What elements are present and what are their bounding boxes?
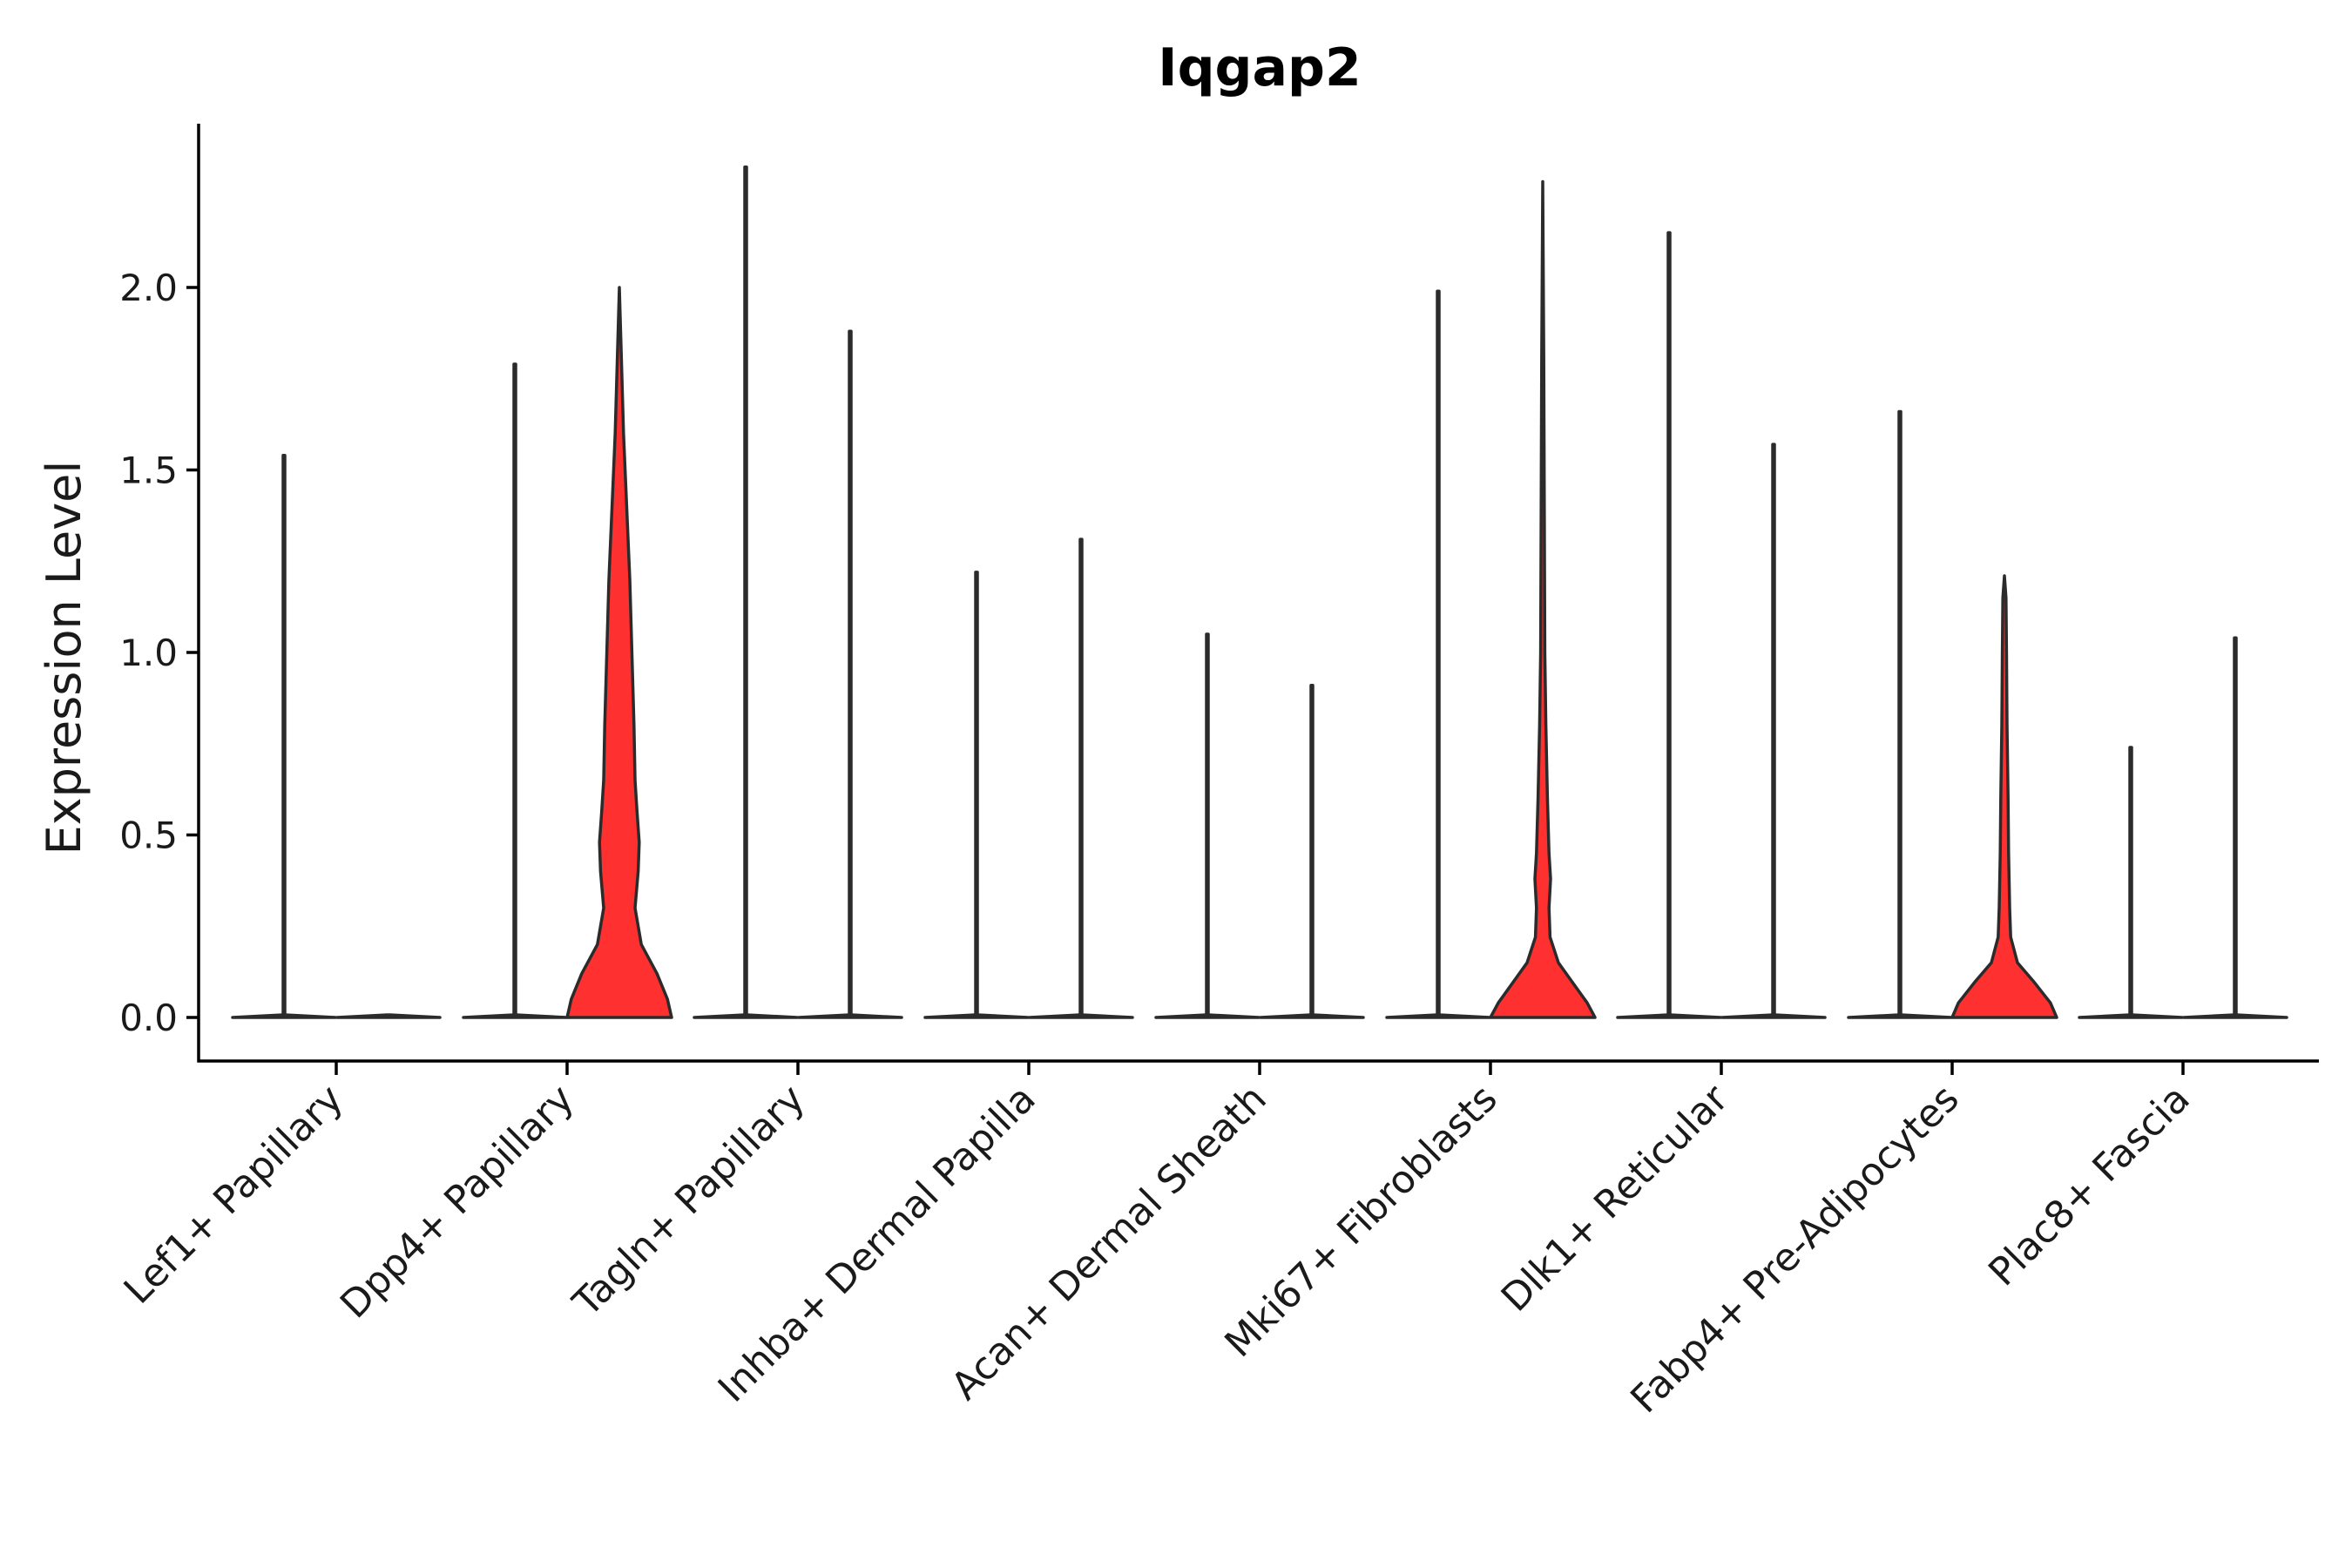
violin-4-right [1028,537,1134,1019]
y-tick-label: 0.0 [119,997,178,1039]
violins [231,165,2288,1019]
x-tick-label: Lef1+ Papillary [116,1077,352,1313]
x-tick-label: Plac8+ Fascia [1980,1077,2199,1295]
violin-7-left [1616,231,1722,1019]
y-tick-label: 1.5 [119,449,178,492]
violin-7-right [1720,443,1827,1019]
violin-1-right [335,1013,442,1019]
violin-5-right [1259,683,1365,1019]
violin-9-right [2182,636,2288,1019]
violin-6-right [1489,179,1597,1019]
x-tick-label: Dlk1+ Reticular [1493,1076,1738,1321]
chart-title: Iqgap2 [1158,37,1361,98]
x-tick-label: Dpp4+ Papillary [332,1077,583,1328]
x-tick-label: Tagln+ Papillary [564,1077,814,1326]
violin-1-left [231,453,337,1019]
violin-9-left [2078,746,2184,1019]
violin-3-left [693,165,799,1019]
violin-8-right [1950,574,2058,1019]
violin-6-left [1385,289,1491,1019]
y-tick-label: 0.5 [119,814,178,857]
violin-2-left [462,362,568,1019]
violin-8-left [1847,409,1953,1019]
y-tick-label: 2.0 [119,267,178,309]
y-axis-label: Expression Level [37,461,91,855]
violin-5-left [1154,632,1260,1019]
axis-lines [197,124,2319,1063]
y-axis-ticks: 0.0 0.5 1.0 1.5 2.0 [119,267,199,1039]
violin-4-left [923,571,1030,1019]
violin-2-right [565,286,673,1019]
violin-3-right [797,329,903,1019]
y-tick-label: 1.0 [119,632,178,674]
